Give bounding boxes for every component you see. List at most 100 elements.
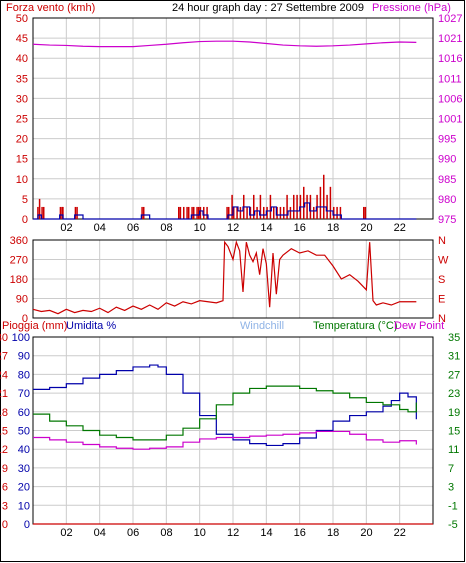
wind-bar xyxy=(74,206,77,219)
wind-bar xyxy=(283,206,285,219)
wind-pressure-panel: 02 04 06 08 10 12 14 16 18 20 22 0 5 10 15 20 25 30 35 40 45… xyxy=(16,13,463,234)
y-tick-label: 90 xyxy=(18,351,30,363)
y-tick-label: 21 xyxy=(0,388,8,400)
wind-bar xyxy=(178,206,180,219)
y-tick-label: 60 xyxy=(18,407,30,419)
y-tick-label: 31 xyxy=(448,351,460,363)
wind-bar xyxy=(364,206,367,219)
x-tick-label: 16 xyxy=(294,527,306,539)
wind-bar xyxy=(186,206,188,219)
y-tick-label: -1 xyxy=(448,500,458,512)
y-tick-label: 20 xyxy=(18,482,30,494)
compass-letter: N xyxy=(438,235,446,247)
x-tick-label: 06 xyxy=(127,222,139,234)
wind-bar xyxy=(313,206,315,219)
wind-bar xyxy=(336,206,338,219)
y-tick-label: 20 xyxy=(16,134,28,146)
x-tick-label: 14 xyxy=(260,222,272,234)
humidity-line xyxy=(33,364,417,447)
x-tick-label: 18 xyxy=(327,222,339,234)
y-tick-label: 1016 xyxy=(438,53,462,65)
y-tick-label: 10 xyxy=(16,174,28,186)
x-tick-label: 20 xyxy=(360,222,372,234)
wind-bar xyxy=(253,194,255,219)
y-tick-label: 15 xyxy=(16,154,28,166)
wind-bar xyxy=(179,206,182,219)
y-tick-label: 30 xyxy=(0,332,8,344)
rain-axis-label: Pioggia (mm) xyxy=(2,320,67,332)
pressure-line xyxy=(32,40,417,48)
wind-bar xyxy=(363,206,365,219)
y-tick-label: 30 xyxy=(18,463,30,475)
x-tick-label: 18 xyxy=(327,527,339,539)
wind-bar xyxy=(143,206,145,219)
wind-bar xyxy=(193,206,195,219)
wind-bar xyxy=(43,206,45,219)
wind-bar xyxy=(329,186,332,219)
y-tick-label: 6 xyxy=(2,482,8,494)
wind-bar xyxy=(276,206,278,219)
y-tick-label: 80 xyxy=(18,369,30,381)
gust-line xyxy=(33,202,417,220)
compass-letter: E xyxy=(438,294,445,306)
y-tick-label: 7 xyxy=(448,463,454,475)
y-tick-label: 990 xyxy=(438,154,456,166)
temperature-axis-label: Temperatura (°C) xyxy=(313,320,397,332)
humidity-temperature-panel: 0204060810121416182022036912151821242730… xyxy=(0,332,460,539)
y-tick-label: 270 xyxy=(10,255,28,267)
y-tick-label: 12 xyxy=(0,444,8,456)
y-tick-label: 1011 xyxy=(438,73,462,85)
wind-bar xyxy=(198,206,200,219)
y-tick-label: 995 xyxy=(438,134,456,146)
wind-bar xyxy=(263,206,265,219)
y-tick-label: 18 xyxy=(0,407,8,419)
wind-bar xyxy=(76,206,78,219)
y-tick-label: 9 xyxy=(2,463,8,475)
wind-bar xyxy=(246,206,248,219)
wind-bar xyxy=(38,198,41,219)
wind-bar xyxy=(273,206,275,219)
compass-letter: S xyxy=(438,274,445,286)
y-tick-label: 45 xyxy=(16,33,28,45)
y-tick-label: 975 xyxy=(438,214,456,226)
wind-bar xyxy=(279,206,282,219)
x-tick-label: 22 xyxy=(394,527,406,539)
y-tick-label: -5 xyxy=(448,519,458,531)
wind-bar xyxy=(339,206,342,219)
wind-bar xyxy=(62,206,64,219)
pressure-axis-label: Pressione (hPa) xyxy=(372,2,451,14)
y-tick-label: 3 xyxy=(448,482,454,494)
x-tick-label: 08 xyxy=(160,527,172,539)
y-tick-label: 40 xyxy=(16,53,28,65)
y-tick-label: 70 xyxy=(18,388,30,400)
wind-axis-label: Forza vento (kmh) xyxy=(6,2,95,14)
wind-bar xyxy=(191,206,193,219)
wind-bar xyxy=(326,194,328,219)
y-tick-label: 980 xyxy=(438,194,456,206)
wind-bar xyxy=(183,206,185,219)
x-tick-label: 04 xyxy=(94,222,106,234)
wind-bar xyxy=(286,194,288,219)
y-tick-label: 1001 xyxy=(438,114,462,126)
wind-bar xyxy=(228,206,230,219)
y-tick-label: 0 xyxy=(22,313,28,325)
wind-bar xyxy=(226,206,228,219)
wind-bar xyxy=(37,206,39,219)
wind-bar xyxy=(59,206,62,219)
wind-bar xyxy=(203,206,205,219)
y-tick-label: 5 xyxy=(22,194,28,206)
wind-bar xyxy=(249,206,252,219)
y-tick-label: 180 xyxy=(10,274,28,286)
wind-bar xyxy=(236,206,238,219)
wind-bar xyxy=(259,194,262,219)
wind-bar xyxy=(319,186,322,219)
y-tick-label: 10 xyxy=(18,500,30,512)
x-tick-label: 08 xyxy=(160,222,172,234)
x-tick-label: 02 xyxy=(60,527,72,539)
wind-bar xyxy=(269,194,272,219)
wind-bar xyxy=(231,194,233,219)
y-tick-label: 15 xyxy=(0,426,8,438)
wind-bar xyxy=(266,206,268,219)
wind-bar xyxy=(206,206,208,219)
windchill-label: Windchill xyxy=(240,320,284,332)
